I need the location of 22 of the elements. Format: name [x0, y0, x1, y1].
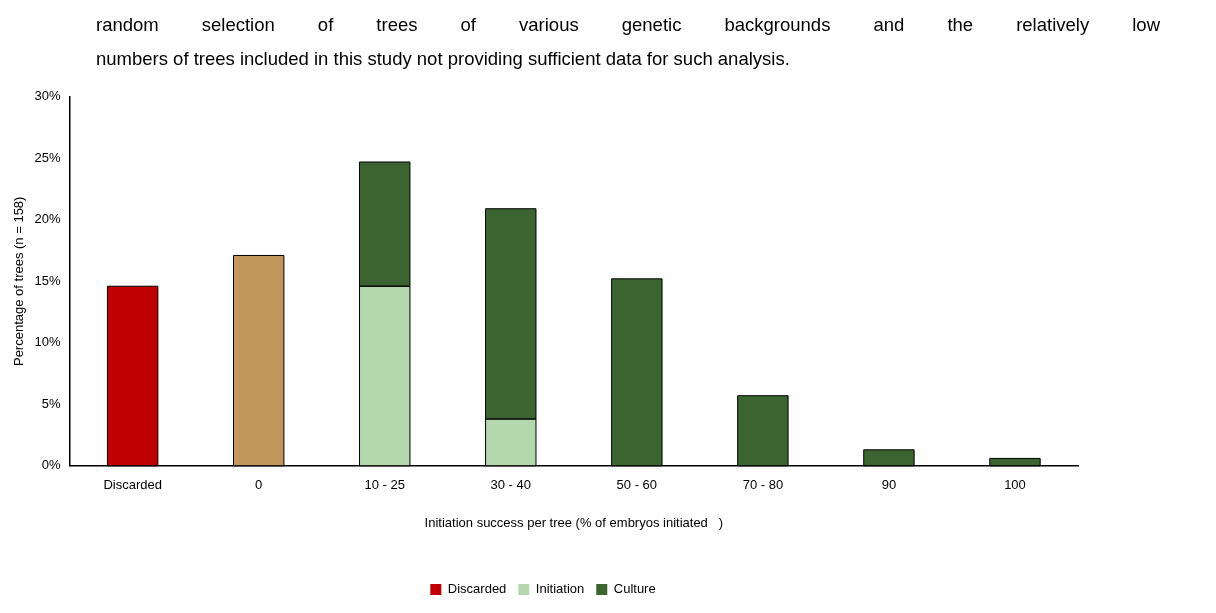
text: numbers of trees included in this study not providing sufficient data for such analysis.: [96, 47, 791, 71]
y-tick-label: 0%: [41, 457, 62, 473]
x-tick-label: Discarded: [103, 477, 162, 493]
x-tick-label: 90: [881, 477, 897, 493]
x-tick-label: 70 - 80: [742, 477, 784, 493]
y-tick-label: 30%: [34, 88, 62, 104]
y-tick-label: 25%: [34, 149, 62, 165]
x-tick-label: 0: [255, 477, 263, 493]
y-tick-label: 15%: [34, 272, 62, 288]
text: random selection of trees of various genetic backgrounds and the relatively low: [96, 13, 1160, 37]
legend-label: Initiation: [535, 581, 585, 597]
x-tick-label: 10 - 25: [364, 477, 405, 493]
y-tick-label: 10%: [34, 334, 62, 350]
y-axis-title: Percentage of trees (n = 158): [11, 196, 27, 367]
x-tick-label: 50 - 60: [616, 477, 658, 493]
y-tick-label: 20%: [34, 211, 62, 227]
x-tick-label: 100: [1004, 477, 1026, 493]
legend-label: Discarded: [447, 581, 507, 597]
y-tick-label: 5%: [41, 395, 62, 411]
x-axis-title: Initiation success per tree (% of embryos initiated ): [424, 514, 724, 530]
x-tick-label: 30 - 40: [490, 477, 532, 493]
legend-label: Culture: [613, 581, 656, 597]
